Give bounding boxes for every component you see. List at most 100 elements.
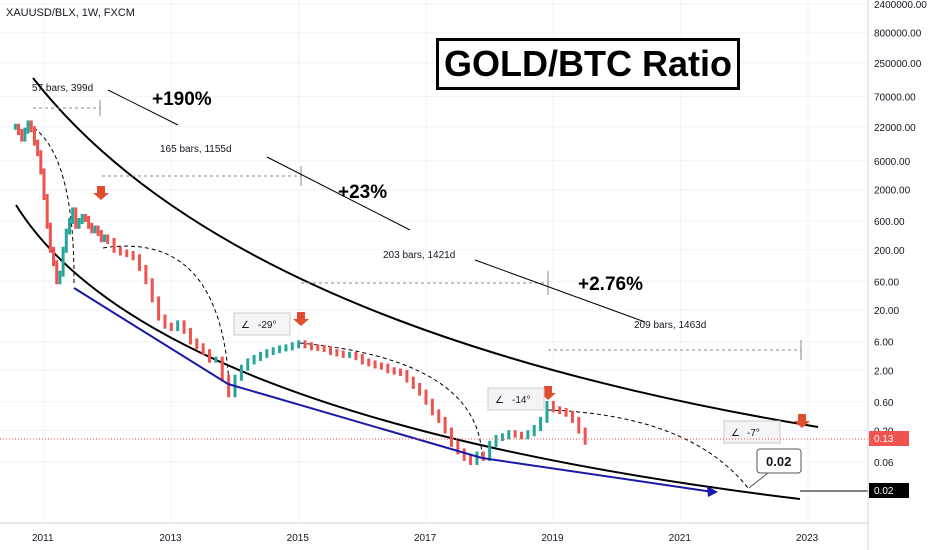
price-tick-label: 2000.00 xyxy=(874,186,911,197)
price-candle xyxy=(80,213,84,225)
price-candle xyxy=(418,382,422,396)
price-candle xyxy=(570,410,574,423)
support-arrow-3-head xyxy=(707,486,718,497)
price-candle xyxy=(45,194,49,229)
price-tick-label: 0.60 xyxy=(874,398,894,409)
price-tick-label: 2.00 xyxy=(874,366,894,377)
price-candle xyxy=(55,260,59,285)
price-candle xyxy=(214,356,218,363)
price-tick-label: 600.00 xyxy=(874,217,905,228)
grid xyxy=(0,0,868,523)
price-candle xyxy=(138,254,141,271)
price-candle xyxy=(36,139,40,157)
price-candle xyxy=(102,234,106,243)
price-candle xyxy=(354,351,358,361)
price-candle xyxy=(265,349,269,358)
price-tick-label: 200.00 xyxy=(874,246,905,257)
symbol-label: XAUUSD/BLX, 1W, FXCM xyxy=(6,7,135,19)
price-candle xyxy=(93,225,97,234)
price-candle xyxy=(29,120,33,133)
support-arrows xyxy=(73,287,718,497)
price-candle xyxy=(520,431,523,440)
angle-label-3: -7° xyxy=(747,428,760,439)
price-candle xyxy=(539,416,543,432)
price-candle xyxy=(58,270,62,285)
price-tick-label: 2400000.00 xyxy=(874,0,927,11)
angle-icon-1: ∠ xyxy=(241,320,250,331)
price-candle xyxy=(558,406,562,415)
angle-icon-3: ∠ xyxy=(731,428,740,439)
chart-title: GOLD/BTC Ratio xyxy=(436,38,740,90)
price-candle xyxy=(90,222,94,234)
price-candle xyxy=(208,349,212,363)
projection-dashed-curve xyxy=(547,409,749,489)
pct-arrow-3 xyxy=(474,259,646,323)
price-series xyxy=(13,120,587,465)
price-candle xyxy=(271,347,275,356)
price-candle xyxy=(341,350,345,358)
price-candle xyxy=(494,435,498,447)
price-candle xyxy=(258,351,262,361)
price-candle xyxy=(144,264,148,285)
support-arrow-3 xyxy=(481,457,714,493)
price-candle xyxy=(316,344,320,351)
time-tick-label: 2019 xyxy=(541,533,564,544)
price-candle xyxy=(411,376,415,389)
pct-arrow-2 xyxy=(266,156,411,231)
support-arrow-1 xyxy=(73,287,229,385)
price-candle xyxy=(278,345,282,354)
price-candle xyxy=(526,430,530,440)
price-candle xyxy=(169,322,173,332)
price-candle xyxy=(488,440,492,461)
price-candle xyxy=(290,342,294,351)
target-pointer xyxy=(748,472,769,489)
price-tick-label: 20.00 xyxy=(874,306,899,317)
last-price-tag xyxy=(869,431,909,446)
price-candle xyxy=(163,314,167,329)
price-candle xyxy=(74,207,78,229)
time-tick-label: 2015 xyxy=(287,533,310,544)
price-candle xyxy=(545,401,549,423)
time-tick-label: 2017 xyxy=(414,533,437,544)
price-tick-label: 250000.00 xyxy=(874,59,922,70)
target-price-tag xyxy=(869,483,909,498)
price-candle xyxy=(220,356,224,381)
price-candle xyxy=(42,168,46,201)
price-tick-label: 800000.00 xyxy=(874,29,922,40)
peak-marker-arrow xyxy=(293,312,309,326)
time-tick-label: 2021 xyxy=(669,533,692,544)
price-candle xyxy=(379,362,383,370)
price-candle xyxy=(182,320,186,334)
time-tick-label: 2013 xyxy=(159,533,182,544)
measure-1-label: 57 bars, 399d xyxy=(32,83,93,94)
time-axis: 2011 2013 2015 2017 2019 2021 2023 xyxy=(32,533,819,544)
angle-icon-2: ∠ xyxy=(495,395,504,406)
price-candle xyxy=(577,416,581,434)
price-candle xyxy=(176,320,180,332)
price-candle xyxy=(195,338,199,350)
price-candle xyxy=(348,351,352,358)
angle-box-2 xyxy=(487,387,545,411)
price-candle xyxy=(309,342,313,351)
price-candle xyxy=(500,433,504,442)
time-tick-label: 2023 xyxy=(796,533,819,544)
price-candle xyxy=(125,249,129,258)
peak-marker-arrow xyxy=(794,414,810,428)
price-candle xyxy=(367,358,371,367)
price-candle xyxy=(112,237,116,253)
price-candle xyxy=(405,370,409,383)
pct-label-2: +23% xyxy=(338,182,387,203)
price-candle xyxy=(329,346,332,356)
price-candle xyxy=(13,123,17,130)
price-candle xyxy=(227,374,231,398)
price-candle xyxy=(386,363,390,374)
price-candle xyxy=(424,389,428,405)
trend-curves xyxy=(15,77,819,500)
price-tick-label: 0.06 xyxy=(874,458,894,469)
pct-label-1: +190% xyxy=(152,89,212,110)
price-candle xyxy=(96,225,100,236)
price-candle xyxy=(131,251,135,261)
price-candle xyxy=(118,246,122,256)
price-candle xyxy=(532,425,536,437)
